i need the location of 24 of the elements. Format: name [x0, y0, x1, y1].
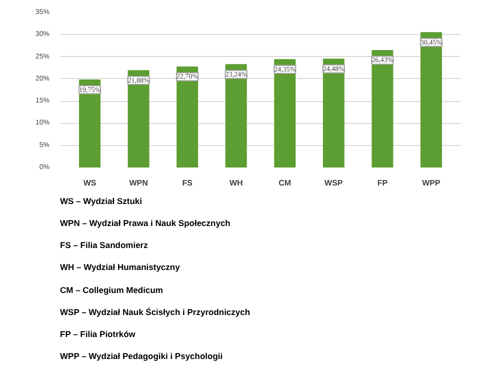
bar — [274, 59, 296, 168]
x-tick-label: FP — [377, 178, 388, 188]
text: FS – Filia Sandomierz — [60, 239, 149, 252]
text: FP – Filia Piotrków — [60, 328, 136, 340]
bar — [322, 58, 344, 168]
x-tick-label: WH — [229, 178, 243, 188]
x-tick-label: WPN — [129, 178, 148, 188]
bar — [128, 70, 150, 168]
text: CM – Collegium Medicum — [60, 284, 164, 296]
x-tick-label: FS — [182, 178, 194, 188]
bar — [176, 66, 198, 168]
x-tick-label: CM — [278, 178, 292, 188]
x-tick-label: WPP — [422, 178, 442, 188]
bar — [79, 80, 101, 168]
bar — [420, 32, 442, 168]
bar — [372, 50, 394, 168]
x-tick-label: WSP — [324, 178, 344, 188]
x-tick-label: WS — [83, 178, 97, 188]
text: WPN – Wydział Prawa i Nauk Społecznych — [60, 217, 232, 230]
text: WPP – Wydział Pedagogiki i Psychologii — [60, 350, 224, 362]
text: WS – Wydział Sztuki — [60, 195, 144, 208]
bar — [225, 64, 247, 168]
text: WH – Wydział Humanistyczny — [60, 261, 181, 274]
text: WSP – Wydział Nauk Ścisłych i Przyrodniczych — [60, 306, 250, 318]
